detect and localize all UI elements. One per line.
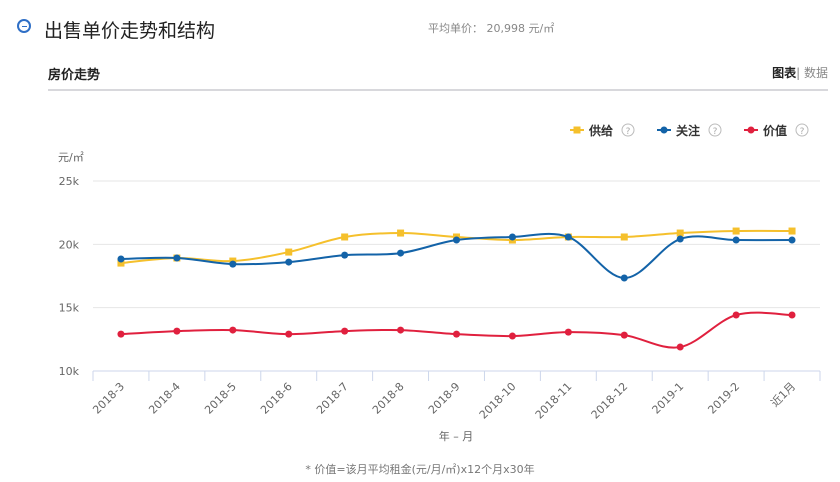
data-point bbox=[397, 249, 405, 257]
data-point bbox=[173, 254, 181, 262]
data-point bbox=[397, 229, 405, 237]
data-point bbox=[620, 233, 628, 241]
data-point bbox=[676, 343, 684, 351]
legend-item[interactable]: 关注? bbox=[657, 123, 722, 138]
data-point bbox=[397, 326, 405, 334]
x-tick-label: 2018-5 bbox=[202, 380, 239, 417]
data-point bbox=[341, 251, 349, 259]
data-point bbox=[173, 327, 181, 335]
data-point bbox=[788, 227, 796, 235]
toggle-separator: | bbox=[796, 66, 801, 80]
help-icon-glyph: ? bbox=[800, 127, 805, 137]
help-icon-glyph: ? bbox=[626, 127, 631, 137]
data-point bbox=[453, 236, 460, 244]
data-tab[interactable]: 数据 bbox=[803, 66, 828, 80]
data-point bbox=[285, 330, 293, 338]
data-point bbox=[285, 248, 293, 256]
footnote: * 价值=该月平均租金(元/月/㎡)x12个月x30年 bbox=[305, 463, 535, 476]
data-point bbox=[620, 274, 628, 282]
data-point bbox=[508, 332, 516, 340]
average-price: 平均单价： 20,998 元/㎡ bbox=[428, 20, 554, 36]
data-point bbox=[117, 255, 125, 263]
x-tick-label: 2018-3 bbox=[90, 380, 127, 417]
data-point bbox=[508, 233, 516, 241]
x-tick-label: 近1月 bbox=[768, 380, 798, 410]
section-title: 房价走势 bbox=[48, 68, 101, 83]
data-point bbox=[117, 330, 125, 338]
collapse-icon[interactable] bbox=[17, 19, 31, 33]
y-tick-label: 15k bbox=[59, 302, 80, 315]
help-icon bbox=[708, 123, 722, 137]
data-point bbox=[453, 330, 460, 338]
data-point bbox=[564, 328, 572, 336]
x-axis-label: 年 – 月 bbox=[439, 429, 474, 443]
x-tick-label: 2018-6 bbox=[258, 380, 295, 417]
legend-marker bbox=[573, 126, 581, 134]
data-point bbox=[229, 260, 237, 268]
data-point bbox=[732, 227, 740, 235]
section-divider bbox=[48, 89, 828, 91]
avg-label: 平均单价： bbox=[428, 22, 483, 35]
x-tick-label: 2018-8 bbox=[370, 380, 407, 417]
x-tick-label: 2018-10 bbox=[477, 380, 519, 422]
x-tick-label: 2019-2 bbox=[705, 380, 742, 417]
view-toggle: 图表| 数据 bbox=[772, 64, 828, 81]
data-point bbox=[341, 327, 349, 335]
avg-value: 20,998 元/㎡ bbox=[486, 22, 555, 35]
x-tick-label: 2018-11 bbox=[533, 380, 575, 422]
page-title: 出售单价走势和结构 bbox=[44, 20, 216, 42]
y-tick-label: 20k bbox=[59, 238, 80, 251]
data-point bbox=[676, 235, 684, 243]
data-point bbox=[788, 236, 796, 244]
y-tick-label: 10k bbox=[59, 365, 80, 378]
y-tick-label: 25k bbox=[59, 175, 80, 188]
data-point bbox=[285, 258, 293, 266]
legend-label: 供给 bbox=[588, 123, 613, 138]
data-point bbox=[117, 259, 125, 267]
data-point bbox=[564, 233, 572, 241]
help-icon bbox=[795, 123, 809, 137]
legend-item[interactable]: 供给? bbox=[570, 123, 635, 138]
x-tick-label: 2019-1 bbox=[650, 380, 687, 417]
chart-tab[interactable]: 图表 bbox=[772, 66, 797, 80]
data-point bbox=[732, 236, 740, 244]
legend-marker bbox=[747, 126, 755, 134]
legend-label: 价值 bbox=[763, 123, 787, 138]
help-icon-glyph: ? bbox=[713, 127, 718, 137]
legend-label: 关注 bbox=[676, 123, 700, 138]
series-line-2 bbox=[120, 311, 793, 349]
data-point bbox=[788, 311, 796, 319]
data-point bbox=[229, 326, 237, 334]
legend-marker bbox=[660, 126, 668, 134]
data-point bbox=[676, 229, 684, 237]
x-tick-label: 2018-4 bbox=[146, 380, 183, 417]
x-tick-label: 2018-7 bbox=[314, 380, 351, 417]
data-point bbox=[620, 331, 628, 339]
x-tick-label: 2018-9 bbox=[426, 380, 463, 417]
data-point bbox=[341, 233, 349, 241]
help-icon bbox=[621, 123, 635, 137]
y-axis-label: 元/㎡ bbox=[58, 151, 84, 164]
data-point bbox=[732, 311, 740, 319]
legend-item[interactable]: 价值? bbox=[744, 123, 809, 138]
x-tick-label: 2018-12 bbox=[589, 380, 631, 422]
